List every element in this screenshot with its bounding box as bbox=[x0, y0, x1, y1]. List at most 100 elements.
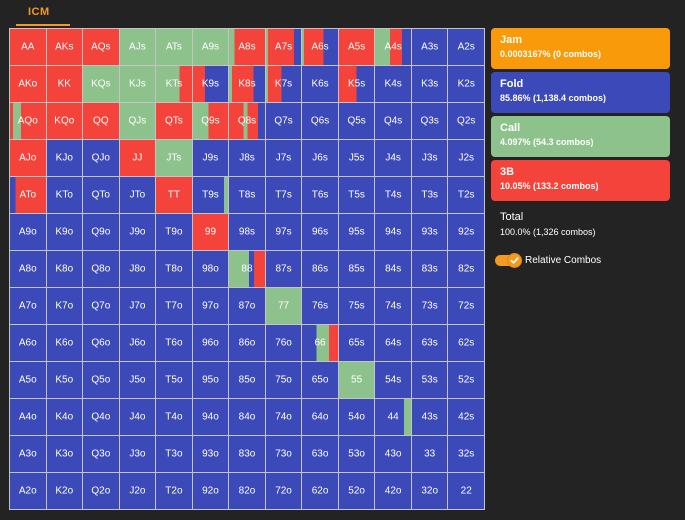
hand-cell-K5s[interactable]: K5s bbox=[338, 66, 375, 102]
hand-cell-J3s[interactable]: J3s bbox=[411, 140, 448, 176]
hand-cell-K6s[interactable]: K6s bbox=[302, 66, 338, 102]
hand-cell-A6s[interactable]: A6s bbox=[302, 29, 338, 65]
hand-cell-T4o[interactable]: T4o bbox=[156, 399, 192, 435]
hand-cell-A8s[interactable]: A8s bbox=[229, 29, 265, 65]
hand-cell-72o[interactable]: 72o bbox=[265, 473, 302, 509]
hand-cell-T5o[interactable]: T5o bbox=[156, 362, 192, 398]
hand-cell-84o[interactable]: 84o bbox=[229, 399, 265, 435]
hand-cell-Q2o[interactable]: Q2o bbox=[83, 473, 119, 509]
hand-cell-87o[interactable]: 87o bbox=[229, 288, 265, 324]
hand-cell-A7o[interactable]: A7o bbox=[10, 288, 46, 324]
hand-cell-63o[interactable]: 63o bbox=[302, 436, 338, 472]
hand-cell-TT[interactable]: TT bbox=[156, 177, 192, 213]
hand-cell-T7o[interactable]: T7o bbox=[156, 288, 192, 324]
hand-cell-A8o[interactable]: A8o bbox=[10, 251, 46, 287]
hand-cell-T4s[interactable]: T4s bbox=[375, 177, 411, 213]
hand-cell-65s[interactable]: 65s bbox=[338, 325, 375, 361]
hand-cell-73s[interactable]: 73s bbox=[411, 288, 448, 324]
hand-cell-T9o[interactable]: T9o bbox=[156, 214, 192, 250]
hand-cell-Q3s[interactable]: Q3s bbox=[411, 103, 448, 139]
hand-cell-KQo[interactable]: KQo bbox=[46, 103, 83, 139]
hand-cell-J2o[interactable]: J2o bbox=[119, 473, 156, 509]
hand-cell-75s[interactable]: 75s bbox=[338, 288, 375, 324]
hand-cell-74o[interactable]: 74o bbox=[265, 399, 302, 435]
hand-cell-AKo[interactable]: AKo bbox=[10, 66, 46, 102]
hand-cell-85o[interactable]: 85o bbox=[229, 362, 265, 398]
hand-cell-T8s[interactable]: T8s bbox=[229, 177, 265, 213]
hand-cell-54s[interactable]: 54s bbox=[375, 362, 411, 398]
hand-cell-98s[interactable]: 98s bbox=[229, 214, 265, 250]
hand-cell-43s[interactable]: 43s bbox=[411, 399, 448, 435]
hand-cell-A3s[interactable]: A3s bbox=[411, 29, 448, 65]
hand-cell-AKs[interactable]: AKs bbox=[46, 29, 83, 65]
legend-fold[interactable]: Fold 85.86% (1,138.4 combos) bbox=[491, 72, 670, 113]
relative-combos-toggle[interactable] bbox=[495, 252, 522, 268]
hand-cell-K5o[interactable]: K5o bbox=[46, 362, 83, 398]
hand-cell-53s[interactable]: 53s bbox=[411, 362, 448, 398]
hand-cell-A4s[interactable]: A4s bbox=[375, 29, 411, 65]
hand-cell-76o[interactable]: 76o bbox=[265, 325, 302, 361]
hand-cell-75o[interactable]: 75o bbox=[265, 362, 302, 398]
legend-3b[interactable]: 3B 10.05% (133.2 combos) bbox=[491, 160, 670, 201]
hand-cell-A9s[interactable]: A9s bbox=[192, 29, 229, 65]
hand-cell-JTo[interactable]: JTo bbox=[119, 177, 156, 213]
hand-cell-44[interactable]: 44 bbox=[375, 399, 411, 435]
hand-cell-22[interactable]: 22 bbox=[448, 473, 484, 509]
hand-cell-J6s[interactable]: J6s bbox=[302, 140, 338, 176]
hand-cell-Q7s[interactable]: Q7s bbox=[265, 103, 302, 139]
hand-cell-88[interactable]: 88 bbox=[229, 251, 265, 287]
hand-cell-K8s[interactable]: K8s bbox=[229, 66, 265, 102]
hand-cell-66[interactable]: 66 bbox=[302, 325, 338, 361]
hand-cell-85s[interactable]: 85s bbox=[338, 251, 375, 287]
hand-cell-99[interactable]: 99 bbox=[192, 214, 229, 250]
hand-cell-42s[interactable]: 42s bbox=[448, 399, 484, 435]
hand-cell-T6o[interactable]: T6o bbox=[156, 325, 192, 361]
hand-cell-AJo[interactable]: AJo bbox=[10, 140, 46, 176]
hand-cell-96s[interactable]: 96s bbox=[302, 214, 338, 250]
hand-cell-KTs[interactable]: KTs bbox=[156, 66, 192, 102]
hand-cell-96o[interactable]: 96o bbox=[192, 325, 229, 361]
hand-cell-J9s[interactable]: J9s bbox=[192, 140, 229, 176]
hand-cell-43o[interactable]: 43o bbox=[375, 436, 411, 472]
hand-cell-QTo[interactable]: QTo bbox=[83, 177, 119, 213]
hand-cell-J2s[interactable]: J2s bbox=[448, 140, 484, 176]
legend-jam[interactable]: Jam 0.0003167% (0 combos) bbox=[491, 28, 670, 69]
hand-cell-A4o[interactable]: A4o bbox=[10, 399, 46, 435]
hand-cell-Q5s[interactable]: Q5s bbox=[338, 103, 375, 139]
hand-cell-63s[interactable]: 63s bbox=[411, 325, 448, 361]
hand-cell-AQo[interactable]: AQo bbox=[10, 103, 46, 139]
hand-cell-T2s[interactable]: T2s bbox=[448, 177, 484, 213]
hand-cell-A2s[interactable]: A2s bbox=[448, 29, 484, 65]
hand-cell-K3o[interactable]: K3o bbox=[46, 436, 83, 472]
hand-cell-94s[interactable]: 94s bbox=[375, 214, 411, 250]
hand-cell-Q6s[interactable]: Q6s bbox=[302, 103, 338, 139]
hand-cell-32s[interactable]: 32s bbox=[448, 436, 484, 472]
hand-cell-J5s[interactable]: J5s bbox=[338, 140, 375, 176]
hand-cell-QQ[interactable]: QQ bbox=[83, 103, 119, 139]
hand-cell-92o[interactable]: 92o bbox=[192, 473, 229, 509]
hand-cell-A2o[interactable]: A2o bbox=[10, 473, 46, 509]
hand-cell-T9s[interactable]: T9s bbox=[192, 177, 229, 213]
hand-cell-J6o[interactable]: J6o bbox=[119, 325, 156, 361]
hand-cell-72s[interactable]: 72s bbox=[448, 288, 484, 324]
hand-cell-KJo[interactable]: KJo bbox=[46, 140, 83, 176]
hand-cell-84s[interactable]: 84s bbox=[375, 251, 411, 287]
hand-cell-65o[interactable]: 65o bbox=[302, 362, 338, 398]
hand-cell-64s[interactable]: 64s bbox=[375, 325, 411, 361]
hand-cell-QTs[interactable]: QTs bbox=[156, 103, 192, 139]
hand-cell-73o[interactable]: 73o bbox=[265, 436, 302, 472]
hand-cell-T7s[interactable]: T7s bbox=[265, 177, 302, 213]
hand-cell-77[interactable]: 77 bbox=[265, 288, 302, 324]
hand-cell-KJs[interactable]: KJs bbox=[119, 66, 156, 102]
hand-cell-T8o[interactable]: T8o bbox=[156, 251, 192, 287]
hand-cell-JTs[interactable]: JTs bbox=[156, 140, 192, 176]
hand-cell-J4s[interactable]: J4s bbox=[375, 140, 411, 176]
hand-cell-KK[interactable]: KK bbox=[46, 66, 83, 102]
hand-cell-94o[interactable]: 94o bbox=[192, 399, 229, 435]
hand-cell-33[interactable]: 33 bbox=[411, 436, 448, 472]
hand-cell-87s[interactable]: 87s bbox=[265, 251, 302, 287]
hand-cell-64o[interactable]: 64o bbox=[302, 399, 338, 435]
hand-cell-53o[interactable]: 53o bbox=[338, 436, 375, 472]
hand-cell-A5o[interactable]: A5o bbox=[10, 362, 46, 398]
hand-cell-A9o[interactable]: A9o bbox=[10, 214, 46, 250]
